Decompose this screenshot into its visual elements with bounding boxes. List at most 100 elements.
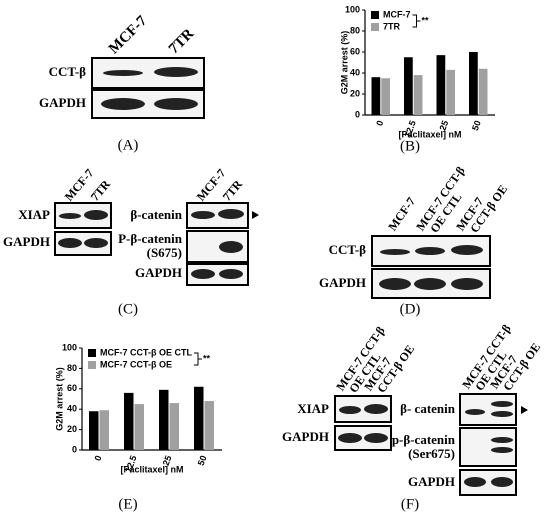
- bar: [446, 69, 455, 115]
- band: [415, 247, 445, 255]
- x-axis-label: [Paclitaxel] nM: [120, 464, 183, 474]
- band: [465, 409, 485, 415]
- band: [219, 241, 243, 253]
- bar: [124, 392, 134, 450]
- row-label: p-β-catenin: [392, 432, 456, 447]
- row-label: GAPDH: [3, 234, 50, 249]
- band: [364, 433, 388, 443]
- bar: [169, 403, 179, 450]
- band: [218, 209, 244, 219]
- band: [219, 269, 243, 279]
- lane-label: MCF-7: [385, 195, 418, 234]
- band: [58, 238, 82, 248]
- y-tick-label: 0: [72, 444, 77, 454]
- band: [491, 437, 513, 443]
- x-tick-label: 50: [196, 454, 209, 467]
- legend-label: MCF-7 CCT-β OE: [100, 359, 172, 369]
- legend-swatch: [88, 349, 96, 357]
- band: [379, 278, 411, 290]
- blot: [54, 231, 112, 256]
- y-tick-label: 0: [355, 109, 360, 119]
- y-tick-label: 100: [62, 342, 77, 352]
- lane-label: 7TR: [166, 26, 197, 57]
- band: [101, 98, 145, 110]
- row-label: XIAP: [297, 401, 329, 416]
- legend-label: MCF-7 CCT-β OE CTL: [100, 347, 192, 357]
- band: [84, 210, 108, 220]
- band: [414, 278, 446, 290]
- bar: [381, 78, 390, 115]
- panel-label: (B): [400, 138, 420, 154]
- legend-swatch: [88, 361, 96, 369]
- y-axis-label: G2M arrest (%): [339, 31, 349, 95]
- y-tick-label: 20: [67, 424, 77, 434]
- panel-label: (C): [118, 301, 138, 317]
- significance-bracket: [412, 14, 421, 28]
- bar: [413, 75, 423, 115]
- lane-label: MCF-7: [106, 13, 151, 58]
- band: [491, 401, 513, 407]
- panel-label: (E): [118, 496, 137, 512]
- blot: [459, 393, 517, 426]
- band: [491, 477, 513, 487]
- y-tick-label: 60: [67, 383, 77, 393]
- lane-label: 7TR: [220, 177, 246, 204]
- row-label: GAPDH: [282, 429, 329, 444]
- significance-label: **: [203, 353, 211, 363]
- significance-bracket: [194, 352, 202, 366]
- row-label: P-β-catenin: [118, 231, 183, 246]
- bar: [134, 404, 144, 450]
- band: [154, 67, 198, 77]
- legend-swatch: [371, 11, 379, 19]
- band: [59, 213, 81, 219]
- bar: [478, 68, 488, 115]
- x-tick-label: 0: [92, 454, 103, 462]
- x-axis-label: [Paclitaxel] nM: [398, 129, 461, 139]
- row-label: CCT-β: [49, 64, 87, 79]
- bar: [89, 411, 99, 450]
- band: [451, 245, 483, 255]
- band: [491, 447, 513, 453]
- legend-label: 7TR: [383, 21, 401, 31]
- band: [191, 211, 215, 219]
- arrowhead: [521, 406, 528, 414]
- blot: [459, 427, 517, 467]
- y-axis-label: G2M arrest (%): [54, 367, 64, 431]
- arrowhead: [252, 211, 259, 219]
- y-tick-label: 40: [350, 67, 360, 77]
- lane-label: 7TR: [88, 177, 114, 204]
- bar: [469, 52, 478, 115]
- band: [451, 278, 483, 290]
- x-tick-label: 0: [374, 119, 385, 127]
- row-label: GAPDH: [135, 265, 182, 280]
- x-tick-label: 25: [438, 119, 451, 132]
- band: [84, 238, 108, 248]
- band: [364, 404, 388, 414]
- row-label: GAPDH: [408, 474, 455, 489]
- x-tick-label: 50: [470, 119, 483, 132]
- bar: [404, 57, 413, 115]
- y-tick-label: 80: [350, 25, 360, 35]
- band: [339, 406, 361, 414]
- bar: [371, 77, 381, 115]
- bar: [194, 386, 204, 450]
- y-tick-label: 100: [345, 4, 360, 14]
- panel-label: (A): [118, 137, 139, 153]
- bar: [436, 55, 446, 115]
- row-label: (Ser675): [408, 446, 455, 461]
- row-label: CCT-β: [329, 242, 367, 257]
- bar: [99, 410, 109, 450]
- band: [103, 70, 143, 76]
- band: [491, 411, 513, 417]
- legend-label: MCF-7: [383, 9, 411, 19]
- panel-label: (F): [401, 496, 419, 512]
- band: [338, 433, 362, 443]
- x-tick-label: 25: [161, 454, 174, 467]
- y-tick-label: 80: [67, 363, 77, 373]
- row-label: β- catenin: [400, 401, 456, 416]
- bar: [159, 389, 169, 450]
- band: [464, 477, 486, 487]
- legend-swatch: [371, 23, 379, 31]
- y-tick-label: 60: [350, 46, 360, 56]
